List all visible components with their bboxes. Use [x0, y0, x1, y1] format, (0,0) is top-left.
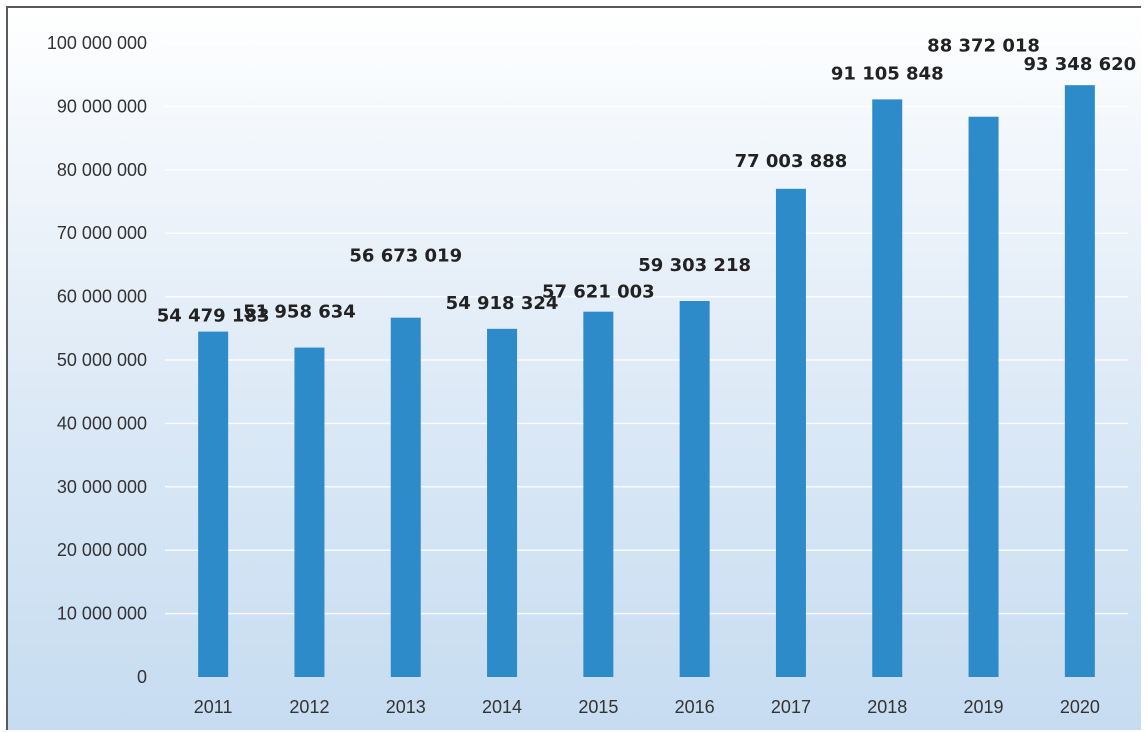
data-label: 54 479 183 — [157, 306, 270, 327]
bar-2012 — [294, 347, 325, 677]
data-label: 59 303 218 — [638, 255, 751, 276]
bar-2018 — [872, 99, 903, 678]
y-tick-label: 60 000 000 — [57, 287, 147, 307]
data-label: 77 003 888 — [735, 151, 848, 172]
bar-2017 — [775, 188, 806, 677]
data-label: 88 372 018 — [927, 36, 1040, 57]
x-tick-label: 2013 — [386, 697, 426, 717]
x-tick-label: 2015 — [578, 697, 618, 717]
bar-2016 — [679, 301, 710, 677]
y-tick-label: 0 — [137, 667, 147, 687]
y-axis-tick-labels: 0 10 000 000 20 000 000 30 000 000 40 000 00… — [47, 33, 147, 687]
bar-2013 — [390, 317, 421, 677]
y-tick-label: 100 000 000 — [47, 33, 147, 53]
data-label: 93 348 620 — [1023, 54, 1136, 75]
gridlines — [165, 42, 1128, 615]
bar-2014 — [487, 328, 518, 677]
y-tick-label: 70 000 000 — [57, 223, 147, 243]
x-axis-tick-labels: 2011 2012 2013 2014 2015 2016 2017 2018 2019 2020 — [194, 697, 1100, 717]
x-tick-label: 2018 — [867, 697, 907, 717]
y-tick-label: 40 000 000 — [57, 413, 147, 433]
data-label: 51 958 634 — [243, 302, 356, 323]
x-tick-label: 2012 — [289, 697, 329, 717]
data-label: 56 673 019 — [349, 246, 462, 267]
data-label: 91 105 848 — [831, 63, 944, 84]
bar-2020 — [1064, 85, 1095, 678]
bar-2019 — [968, 116, 999, 677]
chart-frame — [6, 6, 1141, 730]
x-tick-label: 2017 — [771, 697, 811, 717]
y-tick-label: 90 000 000 — [57, 96, 147, 116]
data-label: 57 621 003 — [542, 282, 655, 303]
y-tick-label: 30 000 000 — [57, 477, 147, 497]
x-tick-label: 2016 — [675, 697, 715, 717]
x-tick-label: 2020 — [1060, 697, 1100, 717]
bars — [198, 85, 1095, 678]
data-label: 54 918 324 — [446, 293, 559, 314]
bar-2015 — [583, 311, 614, 677]
bar-2011 — [198, 331, 229, 677]
x-tick-label: 2011 — [194, 697, 233, 717]
y-tick-label: 50 000 000 — [57, 350, 147, 370]
x-tick-label: 2014 — [482, 697, 522, 717]
x-tick-label: 2019 — [964, 697, 1004, 717]
y-tick-label: 20 000 000 — [57, 540, 147, 560]
y-tick-label: 10 000 000 — [57, 604, 147, 624]
y-tick-label: 80 000 000 — [57, 160, 147, 180]
